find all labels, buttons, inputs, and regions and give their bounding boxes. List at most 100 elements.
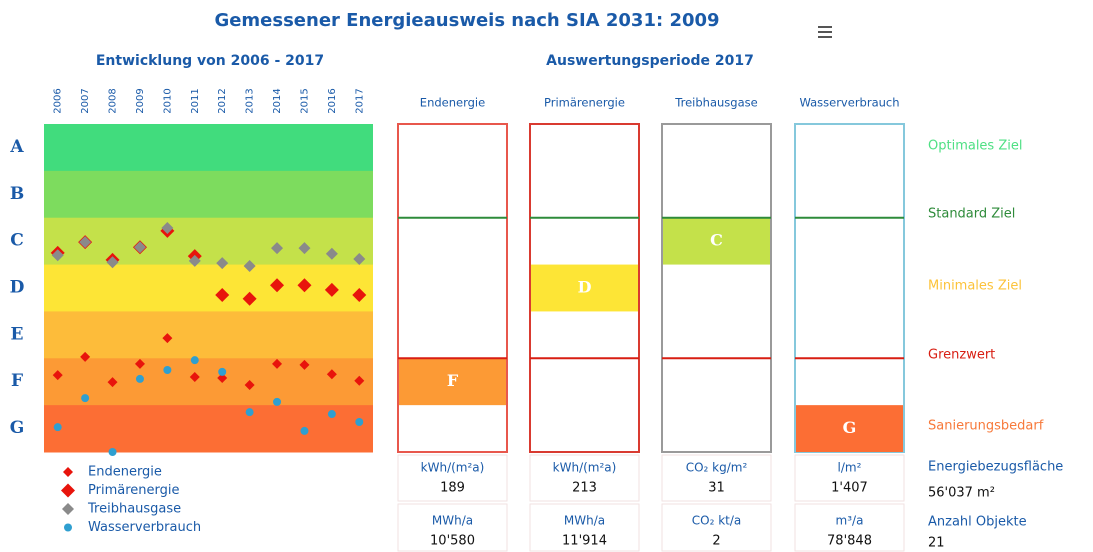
menu-icon[interactable] <box>818 26 832 38</box>
data-point <box>326 369 337 380</box>
class-label: F <box>11 371 23 391</box>
data-point <box>80 351 91 362</box>
x-tick-label: 2008 <box>108 88 119 113</box>
legend-marker <box>61 483 75 498</box>
data-point <box>161 222 174 235</box>
objects-label: Anzahl Objekte <box>928 515 1027 530</box>
data-point <box>81 394 90 403</box>
data-point <box>299 359 310 370</box>
data-point <box>135 374 144 383</box>
unit-label: MWh/a <box>432 514 473 528</box>
class-band <box>44 124 373 172</box>
data-point <box>189 372 200 383</box>
period-title: Auswertungsperiode 2017 <box>546 53 754 69</box>
value-cell <box>529 454 640 502</box>
data-point <box>52 370 63 381</box>
data-point <box>270 278 285 293</box>
value-cell <box>397 503 508 552</box>
data-point <box>297 278 312 293</box>
column-header: Treibhausgase <box>674 96 757 110</box>
data-point <box>355 418 364 427</box>
area-value: 56'037 m² <box>928 486 995 501</box>
value-label: 2 <box>712 534 720 549</box>
area-label: Energiebezugsfläche <box>928 460 1063 475</box>
data-point <box>51 249 64 262</box>
value-label: 11'914 <box>562 534 607 549</box>
data-point <box>324 282 339 297</box>
value-label: 1'407 <box>831 481 868 496</box>
target-label: Optimales Ziel <box>928 139 1022 154</box>
legend-label: Treibhausgase <box>87 502 181 517</box>
unit-label: m³/a <box>836 514 864 528</box>
menu-bar[interactable] <box>818 36 832 38</box>
legend-label: Endenergie <box>88 465 162 480</box>
objects-value: 21 <box>928 536 945 551</box>
data-point <box>133 241 146 254</box>
data-point <box>134 358 145 369</box>
class-label: B <box>10 184 24 204</box>
unit-label: kWh/(m²a) <box>553 461 617 475</box>
menu-bar[interactable] <box>818 26 832 28</box>
class-band <box>44 405 373 453</box>
value-cell <box>397 454 508 502</box>
data-point <box>217 372 228 383</box>
x-tick-label: 2007 <box>80 88 91 113</box>
data-point <box>108 448 117 456</box>
unit-label: kWh/(m²a) <box>421 461 485 475</box>
class-label: D <box>10 278 25 298</box>
legend-marker <box>63 467 73 477</box>
data-point <box>354 375 365 386</box>
legend-label: Primärenergie <box>88 483 179 498</box>
x-tick-label: 2009 <box>135 88 146 113</box>
unit-label: l/m² <box>838 461 862 475</box>
rating-fill <box>663 217 770 265</box>
rating-label: D <box>578 278 592 297</box>
data-point <box>216 257 229 270</box>
value-label: 31 <box>708 481 725 496</box>
data-point <box>327 410 336 419</box>
rating-label: F <box>447 371 459 390</box>
column-box <box>794 123 905 453</box>
data-point <box>162 333 173 344</box>
data-point <box>188 254 201 267</box>
value-cell <box>661 454 772 502</box>
data-point <box>300 426 309 435</box>
target-label: Minimales Ziel <box>928 279 1022 294</box>
x-tick-label: 2015 <box>299 88 310 113</box>
data-point <box>244 379 255 390</box>
value-cell <box>529 503 640 552</box>
target-label: Sanierungsbedarf <box>928 419 1044 434</box>
data-point <box>245 408 254 417</box>
column-header: Wasserverbrauch <box>799 96 899 110</box>
data-point <box>190 356 199 365</box>
legend-label: Wasserverbrauch <box>88 520 201 535</box>
data-point <box>215 288 230 303</box>
data-point <box>298 242 311 255</box>
page-title: Gemessener Energieausweis nach SIA 2031:… <box>214 10 719 31</box>
class-label: A <box>9 137 24 157</box>
data-point <box>218 367 227 376</box>
column-header: Primärenergie <box>544 96 625 110</box>
rating-label: C <box>710 231 723 250</box>
rating-fill <box>531 264 638 312</box>
x-tick-label: 2012 <box>217 88 228 113</box>
class-label: G <box>10 418 25 438</box>
data-point <box>352 288 367 303</box>
rating-fill <box>796 405 903 452</box>
data-point <box>243 259 256 272</box>
data-point <box>272 358 283 369</box>
x-tick-label: 2006 <box>53 88 64 113</box>
value-cell <box>794 503 905 552</box>
data-point <box>53 423 62 432</box>
menu-bar[interactable] <box>818 31 832 33</box>
x-tick-label: 2016 <box>327 88 338 113</box>
class-label: C <box>10 231 24 251</box>
class-band <box>44 170 373 219</box>
data-point <box>325 247 338 260</box>
data-point <box>107 377 118 388</box>
legend-marker <box>62 503 74 515</box>
x-tick-label: 2013 <box>245 88 256 113</box>
data-point <box>79 236 92 249</box>
x-tick-label: 2011 <box>190 88 201 113</box>
unit-label: MWh/a <box>564 514 605 528</box>
